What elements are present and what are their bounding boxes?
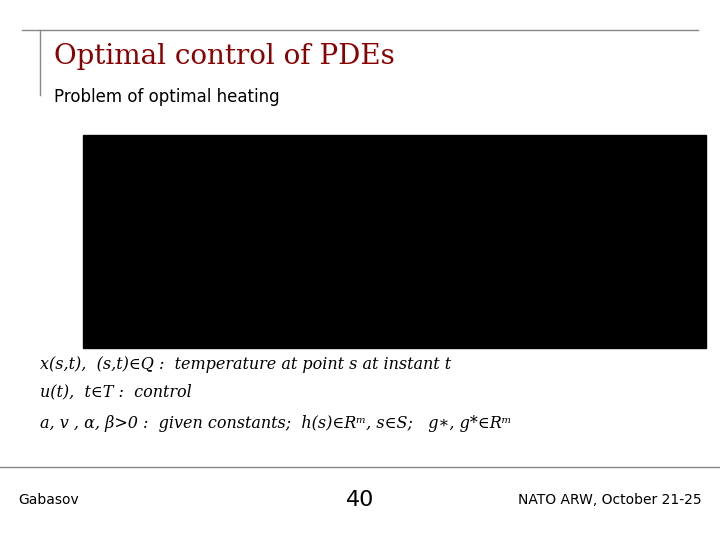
Text: Problem of optimal heating: Problem of optimal heating <box>54 88 279 106</box>
Text: Gabasov: Gabasov <box>18 492 78 507</box>
Text: a, v , α, β>0 :  given constants;  h(s)∈Rᵐ, s∈S;   g∗, g*∈Rᵐ: a, v , α, β>0 : given constants; h(s)∈Rᵐ… <box>40 415 511 433</box>
Bar <box>83 135 706 348</box>
Text: NATO ARW, October 21-25: NATO ARW, October 21-25 <box>518 492 702 507</box>
Text: x(s,t),  (s,t)∈Q :  temperature at point s at instant t: x(s,t), (s,t)∈Q : temperature at point s… <box>40 356 451 373</box>
Text: u(t),  t∈T :  control: u(t), t∈T : control <box>40 383 192 400</box>
Text: 40: 40 <box>346 489 374 510</box>
Text: Optimal control of PDEs: Optimal control of PDEs <box>54 43 395 70</box>
